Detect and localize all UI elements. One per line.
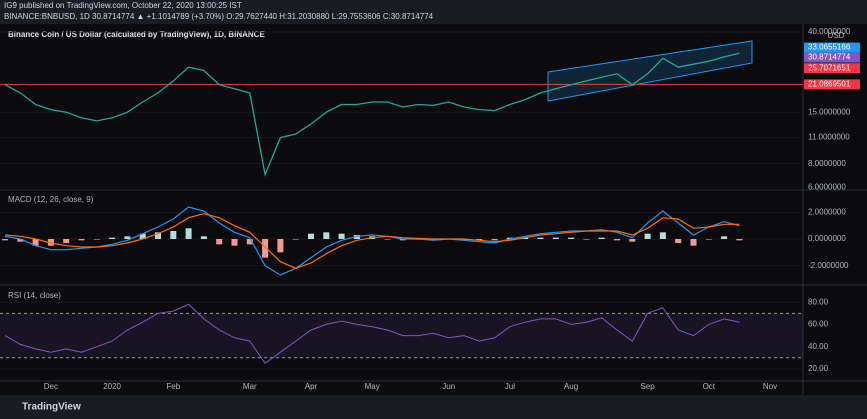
histogram-bar (93, 239, 100, 240)
histogram-bar (522, 237, 529, 239)
x-tick-label: 2020 (103, 382, 121, 391)
histogram-bar (705, 239, 712, 240)
histogram-bar (461, 239, 467, 241)
histogram-bar (292, 239, 299, 240)
y-tick-label: -2.0000000 (808, 261, 849, 270)
y-tick-label: 8.0000000 (808, 159, 846, 168)
histogram-bar (17, 239, 24, 242)
histogram-bar (644, 233, 651, 239)
histogram-bar (63, 239, 70, 243)
histogram-bar (277, 239, 284, 253)
histogram-bar (583, 239, 590, 240)
x-tick-label: Feb (166, 382, 180, 391)
histogram-bar (323, 232, 330, 239)
histogram-bar (537, 237, 544, 239)
brand: TradingView (22, 402, 81, 413)
histogram-bar (155, 232, 161, 239)
histogram-bar (598, 237, 605, 239)
series-line (4, 303, 740, 365)
axis-unit: USD (828, 31, 845, 40)
symbol-line: BINANCE:BNBUSD, 1D 30.8714774 ▲ +1.10147… (4, 12, 434, 21)
histogram-bar (78, 239, 85, 241)
histogram-bar (216, 239, 223, 245)
y-tick-label: 15.0000000 (808, 107, 851, 116)
histogram-bar (614, 239, 620, 241)
histogram-bar (47, 239, 54, 246)
x-tick-label: Sep (640, 382, 655, 391)
x-tick-label: Aug (564, 382, 578, 391)
histogram-bar (552, 237, 559, 239)
footer-bar (0, 395, 867, 419)
price-label-box (804, 63, 860, 74)
histogram-bar (690, 239, 697, 246)
histogram-bar (629, 239, 636, 242)
x-tick-label: Jun (442, 382, 455, 391)
price-label: 30.8714774 (808, 53, 851, 62)
histogram-bar (506, 237, 513, 239)
histogram-bar (231, 239, 238, 246)
histogram-bar (736, 239, 743, 241)
histogram-bar (430, 239, 437, 241)
series-line (4, 213, 740, 269)
price-label-box (804, 52, 860, 63)
macd-title: MACD (12, 26, close, 9) (8, 195, 94, 204)
y-tick-label: 6.0000000 (808, 182, 846, 191)
y-tick-label: 20.00 (808, 364, 829, 373)
histogram-bar (170, 231, 177, 239)
histogram-bar (139, 233, 146, 239)
y-tick-label: 2.0000000 (808, 207, 846, 216)
histogram-bar (721, 236, 728, 239)
x-tick-label: Mar (243, 382, 257, 391)
y-tick-label: 60.00 (808, 320, 829, 329)
y-tick-label: 11.0000000 (808, 133, 850, 142)
histogram-bar (200, 236, 207, 239)
series-line (4, 206, 740, 276)
price-title: Binance Coin / US Dollar (calculated by … (8, 30, 265, 39)
histogram-bar (262, 239, 269, 258)
series-line (4, 52, 740, 177)
x-tick-label: Apr (305, 382, 318, 391)
header-bar (0, 0, 867, 24)
histogram-bar (185, 228, 192, 239)
price-label-box (804, 42, 860, 53)
histogram-bar (308, 233, 314, 239)
histogram-bar (124, 236, 131, 239)
price-label: 21.0869501 (808, 79, 851, 88)
histogram-bar (2, 239, 8, 241)
y-tick-label: 80.00 (808, 297, 829, 306)
y-tick-label: 40.0000000 (808, 27, 851, 36)
histogram-bar (338, 233, 345, 239)
y-tick-label: 40.00 (808, 342, 829, 351)
histogram-bar (353, 235, 360, 239)
price-label: 33.0655166 (808, 43, 851, 52)
publisher: IG9 published on TradingView.com, Octobe… (4, 1, 242, 10)
x-tick-label: Jul (505, 382, 515, 391)
histogram-bar (32, 239, 39, 246)
histogram-bar (109, 237, 116, 239)
price-label: 25.7071651 (808, 63, 851, 72)
x-tick-label: Oct (703, 382, 716, 391)
histogram-bar (568, 237, 575, 239)
histogram-bar (491, 239, 498, 241)
price-label-box (804, 79, 860, 90)
x-tick-label: Dec (44, 382, 58, 391)
histogram-bar (659, 232, 666, 239)
histogram-bar (476, 239, 483, 241)
rsi-title: RSI (14, close) (8, 291, 61, 300)
histogram-bar (399, 239, 406, 241)
histogram-bar (246, 239, 253, 245)
x-tick-label: May (365, 382, 380, 391)
histogram-bar (384, 239, 391, 240)
y-tick-label: 0.0000000 (808, 234, 846, 243)
x-tick-label: Nov (763, 382, 777, 391)
histogram-bar (675, 239, 682, 243)
